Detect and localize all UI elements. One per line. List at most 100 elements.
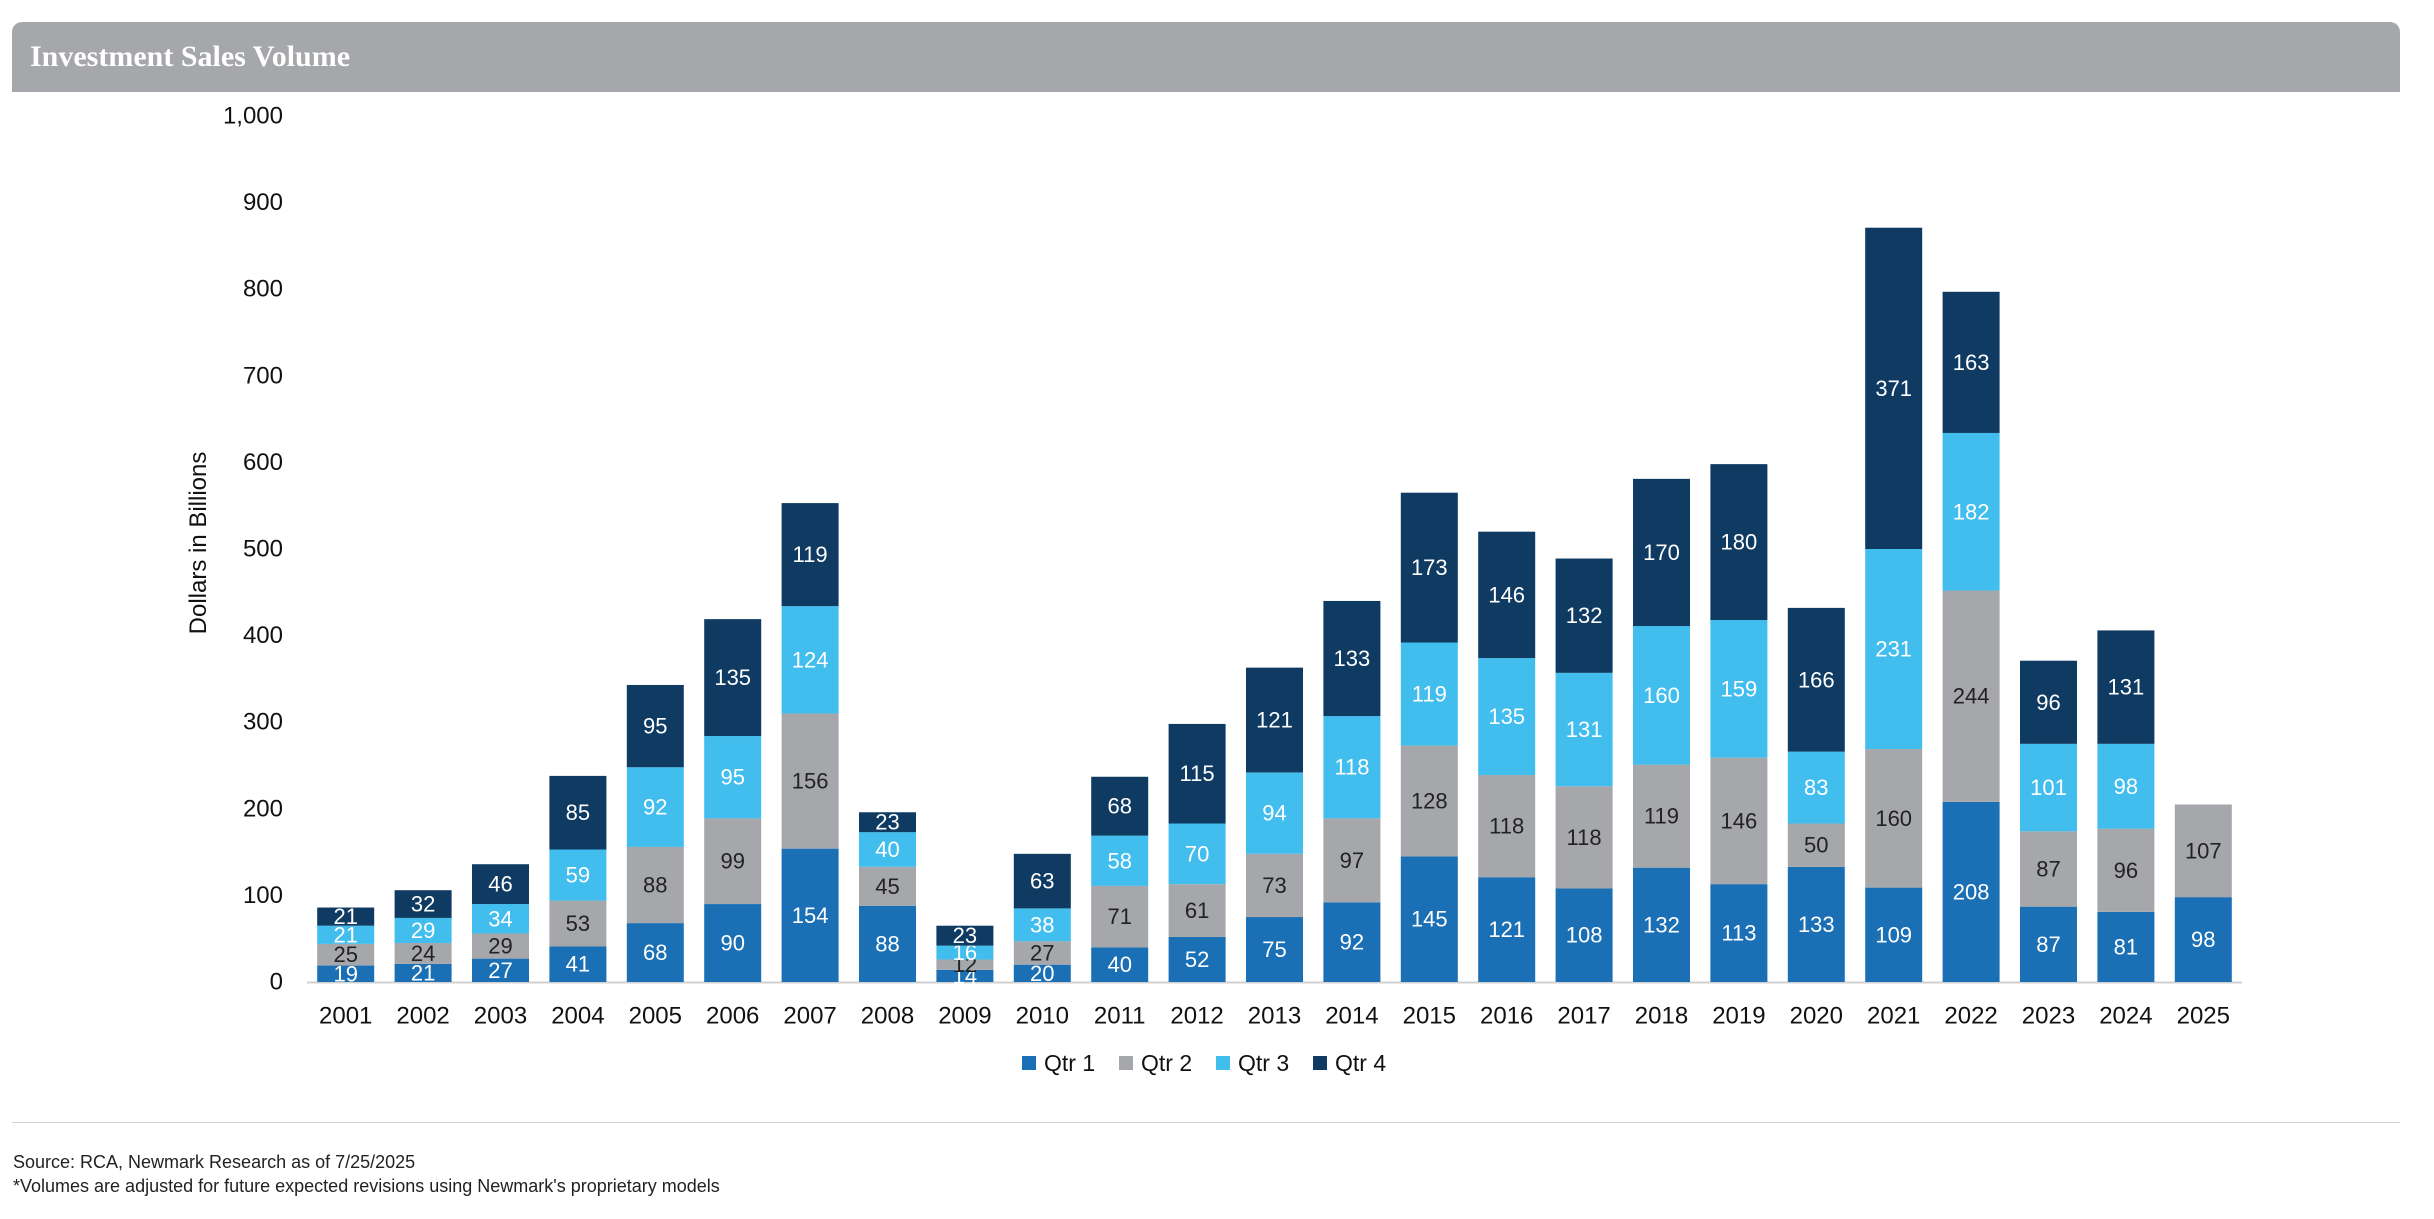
legend-swatch-q4: [1313, 1056, 1327, 1070]
bar-2005-q1: [626, 923, 684, 982]
data-label-2023-q2: 87: [2036, 856, 2060, 881]
x-tick-label: 2007: [783, 1003, 836, 1030]
bar-2013-q2: [1246, 853, 1303, 918]
data-label-2013-q2: 73: [1262, 873, 1286, 898]
bar-2001-q2: [317, 943, 375, 966]
data-label-2015-q3: 119: [1412, 682, 1447, 707]
bar-2003-q2: [472, 933, 529, 959]
data-label-2001-q2: 25: [333, 942, 357, 967]
bar-2007-q1: [781, 848, 839, 982]
x-tick-label: 2003: [474, 1003, 527, 1030]
x-tick-label: 2004: [551, 1003, 604, 1030]
legend-label-q1: Qtr 1: [1044, 1050, 1095, 1076]
bar-2015-q1: [1400, 856, 1458, 982]
data-label-2006-q1: 90: [720, 931, 744, 956]
bar-2005-q2: [626, 846, 684, 924]
bar-2023-q3: [2020, 743, 2077, 832]
y-tick-label: 0: [270, 969, 283, 996]
bar-2023-q4: [2020, 660, 2077, 744]
data-label-2006-q4: 135: [714, 665, 751, 690]
y-axis-title: Dollars in Billions: [185, 452, 212, 635]
bar-2006-q1: [704, 904, 762, 982]
x-tick-label: 2025: [2177, 1003, 2230, 1030]
data-label-2025-q2: 107: [2185, 838, 2222, 863]
bar-2025-q2: [2174, 804, 2232, 898]
bar-2019-q1: [1710, 884, 1768, 982]
bar-2013-q3: [1246, 772, 1303, 854]
bar-2022-q2: [1942, 590, 2000, 802]
data-label-2010-q4: 63: [1030, 869, 1054, 894]
data-label-2020-q4: 166: [1798, 667, 1835, 692]
bar-2004-q1: [549, 946, 607, 982]
bar-2008-q1: [859, 905, 916, 982]
data-label-2007-q1: 154: [792, 903, 829, 928]
bar-2018-q2: [1633, 764, 1690, 868]
data-label-2021-q4: 371: [1875, 376, 1912, 401]
bar-2017-q2: [1555, 786, 1613, 889]
data-label-2013-q3: 94: [1262, 801, 1286, 826]
bar-2016-q4: [1478, 531, 1536, 659]
x-tick-label: 2008: [861, 1003, 914, 1030]
bar-2012-q4: [1168, 723, 1226, 824]
bar-2001-q3: [317, 925, 375, 944]
data-label-2022-q4: 163: [1953, 350, 1990, 375]
data-label-2012-q3: 70: [1185, 841, 1209, 866]
x-tick-label: 2022: [1944, 1003, 1997, 1030]
bar-2009-q4: [936, 925, 994, 946]
bar-2003-q3: [472, 904, 529, 934]
bar-2011-q4: [1091, 776, 1149, 836]
bar-2013-q4: [1246, 667, 1303, 773]
x-tick-label: 2015: [1403, 1003, 1456, 1030]
bar-2006-q2: [704, 818, 762, 905]
bar-2008-q2: [859, 866, 916, 906]
bar-2002-q3: [394, 917, 452, 944]
bar-2014-q1: [1323, 902, 1381, 982]
data-label-2023-q3: 101: [2030, 775, 2067, 800]
x-tick-label: 2013: [1248, 1003, 1301, 1030]
y-tick-label: 900: [243, 189, 283, 216]
y-tick-label: 200: [243, 795, 283, 822]
x-tick-label: 2005: [629, 1003, 682, 1030]
data-label-2002-q3: 29: [411, 918, 435, 943]
data-label-2014-q1: 92: [1340, 930, 1364, 955]
bar-2016-q1: [1478, 877, 1536, 982]
data-label-2019-q4: 180: [1721, 530, 1758, 555]
y-tick-label: 400: [243, 622, 283, 649]
data-label-2015-q4: 173: [1411, 555, 1448, 580]
data-label-2019-q3: 159: [1721, 676, 1758, 701]
data-label-2018-q4: 170: [1643, 540, 1680, 565]
data-label-2022-q2: 244: [1953, 684, 1990, 709]
page-title: Investment Sales Volume: [30, 40, 351, 73]
bar-2021-q3: [1865, 549, 1923, 750]
bar-2024-q1: [2097, 911, 2155, 982]
data-label-2005-q3: 92: [643, 795, 667, 820]
bar-2017-q1: [1555, 888, 1613, 982]
data-label-2021-q1: 109: [1875, 922, 1912, 947]
bar-2010-q2: [1013, 941, 1071, 965]
bar-2008-q3: [859, 832, 916, 867]
bar-2019-q3: [1710, 620, 1768, 758]
x-tick-label: 2017: [1557, 1003, 1610, 1030]
bar-2016-q3: [1478, 658, 1536, 776]
data-label-2009-q4: 23: [953, 923, 977, 948]
data-label-2014-q2: 97: [1340, 848, 1364, 873]
bar-2018-q3: [1633, 626, 1690, 765]
bar-2014-q4: [1323, 600, 1381, 717]
data-label-2005-q1: 68: [643, 940, 667, 965]
data-label-2014-q4: 133: [1334, 646, 1371, 671]
data-label-2025-q1: 98: [2191, 927, 2215, 952]
x-tick-label: 2014: [1325, 1003, 1378, 1030]
bar-2015-q2: [1400, 745, 1458, 857]
data-label-2012-q1: 52: [1185, 947, 1209, 972]
bar-2011-q1: [1091, 947, 1149, 982]
data-label-2016-q3: 135: [1488, 704, 1525, 729]
y-tick-label: 800: [243, 276, 283, 303]
bar-2015-q4: [1400, 492, 1458, 643]
data-label-2017-q3: 131: [1566, 717, 1603, 742]
bar-2017-q3: [1555, 672, 1613, 787]
x-tick-label: 2009: [938, 1003, 991, 1030]
data-label-2010-q2: 27: [1030, 940, 1054, 965]
data-label-2003-q4: 46: [488, 872, 512, 897]
bar-2001-q4: [317, 907, 375, 926]
